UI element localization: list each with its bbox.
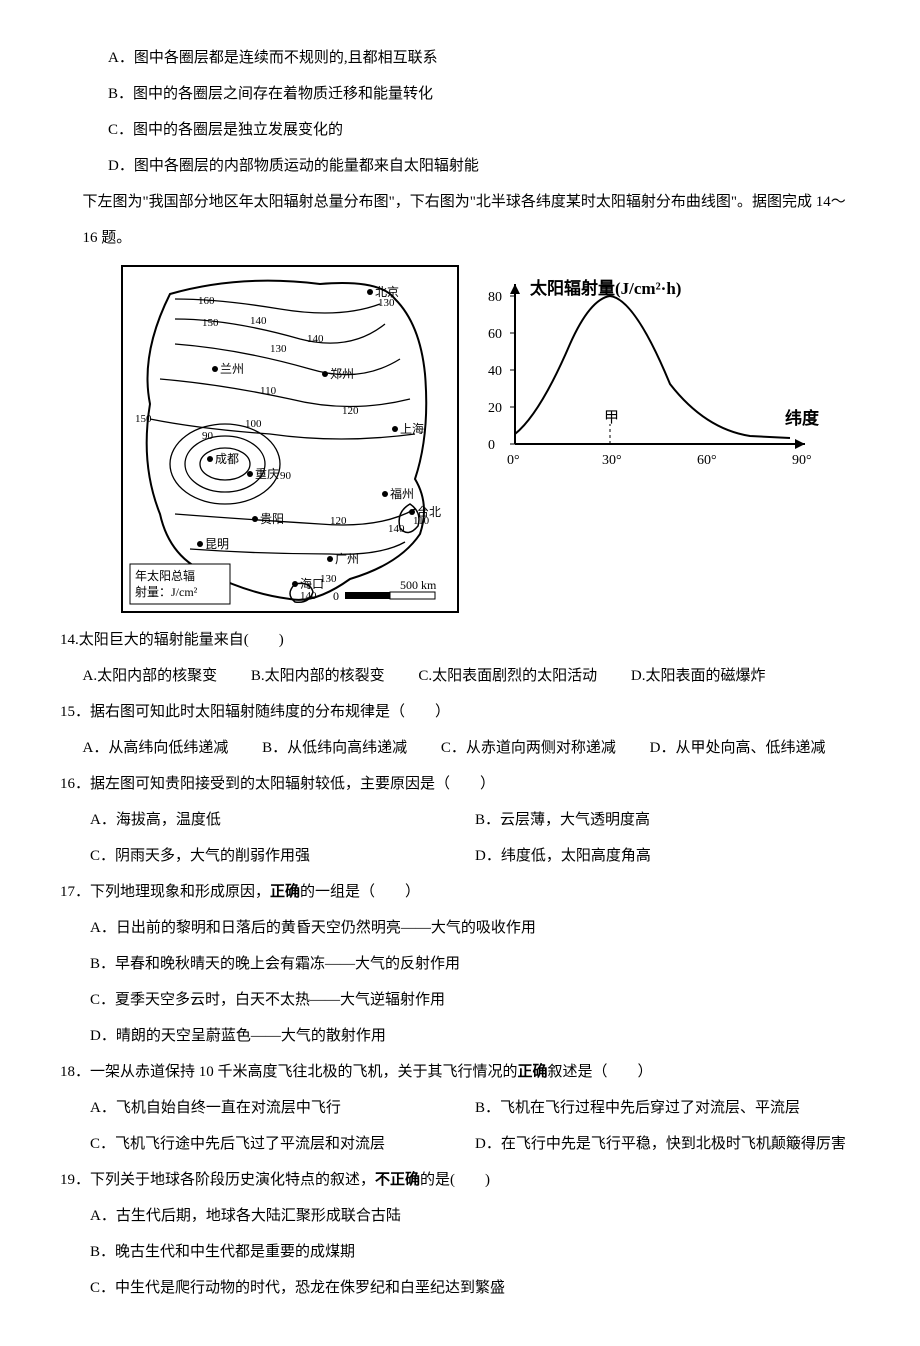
q17-c: C．夏季天空多云时，白天不太热——大气逆辐射作用 <box>60 982 860 1018</box>
svg-text:110: 110 <box>260 385 277 397</box>
q19-b: B．晚古生代和中生代都是重要的成煤期 <box>60 1234 860 1270</box>
china-solar-map: 北京兰州郑州成都重庆上海福州台北贵阳昆明广州海口 160150150140140… <box>120 264 460 614</box>
svg-text:成都: 成都 <box>215 452 239 466</box>
q17-a: A．日出前的黎明和日落后的黄昏天空仍然明亮——大气的吸收作用 <box>60 910 860 946</box>
q16-b: B．云层薄，大气透明度高 <box>475 802 860 838</box>
legend-line1: 年太阳总辐 <box>135 568 195 583</box>
q16-stem: 16．据左图可知贵阳接受到的太阳辐射较低，主要原因是（ ） <box>60 766 860 802</box>
q14-c: C.太阳表面剧烈的太阳活动 <box>418 658 597 694</box>
svg-text:130: 130 <box>270 343 287 355</box>
svg-text:120: 120 <box>342 405 359 417</box>
svg-text:郑州: 郑州 <box>330 366 354 381</box>
q16-a: A．海拔高，温度低 <box>90 802 475 838</box>
q15-c: C．从赤道向两侧对称递减 <box>441 730 616 766</box>
svg-text:140: 140 <box>307 333 324 345</box>
q13-option-d: D．图中各圈层的内部物质运动的能量都来自太阳辐射能 <box>60 148 860 184</box>
q15-a: A．从高纬向低纬递减 <box>83 730 229 766</box>
q14-stem: 14.太阳巨大的辐射能量来自( ) <box>60 622 860 658</box>
svg-text:60: 60 <box>488 327 502 342</box>
q14-16-intro: 下左图为"我国部分地区年太阳辐射总量分布图"，下右图为"北半球各纬度某时太阳辐射… <box>60 184 860 256</box>
q18-a: A．飞机自始自终一直在对流层中飞行 <box>90 1090 475 1126</box>
x-title: 纬度 <box>785 408 820 428</box>
chart-title: 太阳辐射量(J/cm²·h) <box>530 278 681 298</box>
svg-text:150: 150 <box>135 413 152 425</box>
q14-a: A.太阳内部的核聚变 <box>83 658 218 694</box>
q18-d: D．在飞行中先是飞行平稳，快到北极时飞机颠簸得厉害 <box>475 1126 860 1162</box>
q16-options: A．海拔高，温度低B．云层薄，大气透明度高 C．阴雨天多，大气的削弱作用强D．纬… <box>60 802 860 874</box>
svg-text:0°: 0° <box>507 453 520 468</box>
q17-d: D．晴朗的天空呈蔚蓝色——大气的散射作用 <box>60 1018 860 1054</box>
q13-option-a: A．图中各圈层都是连续而不规则的,且都相互联系 <box>60 40 860 76</box>
svg-text:150: 150 <box>202 317 219 329</box>
svg-text:130: 130 <box>378 297 395 309</box>
figure-row: 北京兰州郑州成都重庆上海福州台北贵阳昆明广州海口 160150150140140… <box>120 264 860 614</box>
jia-label: 甲 <box>604 410 619 426</box>
q18-c: C．飞机飞行途中先后飞过了平流层和对流层 <box>90 1126 475 1162</box>
q19-a: A．古生代后期，地球各大陆汇聚形成联合古陆 <box>60 1198 860 1234</box>
svg-text:90°: 90° <box>792 453 812 468</box>
svg-text:60°: 60° <box>697 453 717 468</box>
legend-line2: 射量：J/cm² <box>135 584 198 599</box>
scale-label: 500 km <box>400 578 437 592</box>
q19-stem: 19．下列关于地球各阶段历史演化特点的叙述，不正确的是( ) <box>60 1162 860 1198</box>
svg-text:40: 40 <box>488 364 502 379</box>
q16-c: C．阴雨天多，大气的削弱作用强 <box>90 838 475 874</box>
q15-options: A．从高纬向低纬递减 B．从低纬向高纬递减 C．从赤道向两侧对称递减 D．从甲处… <box>60 730 860 766</box>
svg-text:90: 90 <box>202 430 214 442</box>
svg-text:0: 0 <box>333 589 339 603</box>
q16-d: D．纬度低，太阳高度角高 <box>475 838 860 874</box>
q18-b: B．飞机在飞行过程中先后穿过了对流层、平流层 <box>475 1090 860 1126</box>
q14-d: D.太阳表面的磁爆炸 <box>631 658 766 694</box>
svg-text:110: 110 <box>413 515 430 527</box>
svg-text:广州: 广州 <box>335 552 359 566</box>
svg-text:重庆: 重庆 <box>255 467 279 481</box>
svg-text:130: 130 <box>320 573 337 585</box>
solar-latitude-chart: 0 20 40 60 80 0° 30° 60° 90° 甲 太阳辐射量(J/cm²·h) 纬… <box>470 264 830 484</box>
svg-text:上海: 上海 <box>400 421 424 436</box>
svg-text:100: 100 <box>245 418 262 430</box>
svg-text:兰州: 兰州 <box>220 362 244 376</box>
q15-b: B．从低纬向高纬递减 <box>262 730 407 766</box>
q19-c: C．中生代是爬行动物的时代，恐龙在侏罗纪和白垩纪达到繁盛 <box>60 1270 860 1306</box>
svg-text:20: 20 <box>488 401 502 416</box>
svg-text:140: 140 <box>388 523 405 535</box>
svg-text:昆明: 昆明 <box>205 537 229 551</box>
q13-option-c: C．图中的各圈层是独立发展变化的 <box>60 112 860 148</box>
q14-options: A.太阳内部的核聚变 B.太阳内部的核裂变 C.太阳表面剧烈的太阳活动 D.太阳… <box>60 658 860 694</box>
svg-text:0: 0 <box>488 438 495 453</box>
svg-text:福州: 福州 <box>390 486 414 501</box>
svg-text:140: 140 <box>250 315 267 327</box>
svg-text:90: 90 <box>280 470 292 482</box>
svg-text:贵阳: 贵阳 <box>260 512 284 526</box>
svg-text:80: 80 <box>488 290 502 305</box>
q18-stem: 18．一架从赤道保持 10 千米高度飞往北极的飞机，关于其飞行情况的正确叙述是（… <box>60 1054 860 1090</box>
q14-b: B.太阳内部的核裂变 <box>251 658 385 694</box>
q15-d: D．从甲处向高、低纬递减 <box>650 730 826 766</box>
svg-text:140: 140 <box>300 590 317 602</box>
svg-text:120: 120 <box>330 515 347 527</box>
q13-option-b: B．图中的各圈层之间存在着物质迁移和能量转化 <box>60 76 860 112</box>
q15-stem: 15．据右图可知此时太阳辐射随纬度的分布规律是（ ） <box>60 694 860 730</box>
q18-options: A．飞机自始自终一直在对流层中飞行B．飞机在飞行过程中先后穿过了对流层、平流层 … <box>60 1090 860 1162</box>
svg-text:30°: 30° <box>602 453 622 468</box>
q17-stem: 17．下列地理现象和形成原因，正确的一组是（ ） <box>60 874 860 910</box>
svg-text:160: 160 <box>198 295 215 307</box>
q17-b: B．早春和晚秋晴天的晚上会有霜冻——大气的反射作用 <box>60 946 860 982</box>
